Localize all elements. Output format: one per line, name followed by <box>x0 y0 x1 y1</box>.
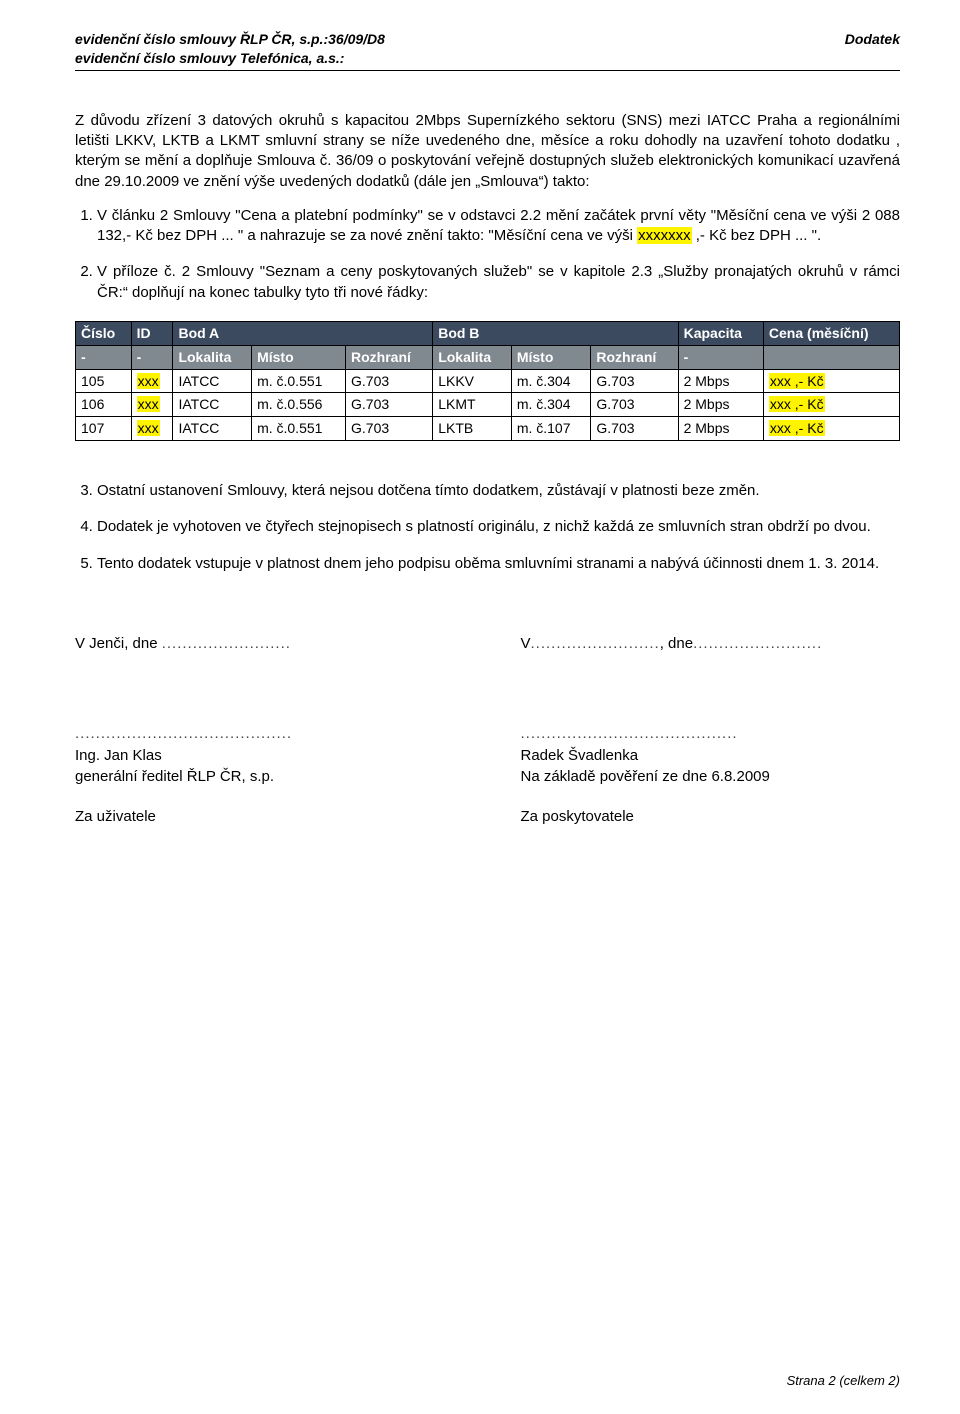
sig-left-name: Ing. Jan Klas <box>75 746 455 766</box>
cell-cislo: 105 <box>76 369 132 393</box>
sig-left-title: generální ředitel ŘLP ČR, s.p. <box>75 767 455 787</box>
th2-4: Rozhraní <box>346 345 433 369</box>
page: evidenční číslo smlouvy ŘLP ČR, s.p.:36/… <box>0 0 960 1414</box>
dots: ......................... <box>693 635 822 652</box>
numbered-list-bottom: Ostatní ustanovení Smlouvy, která nejsou… <box>75 481 900 574</box>
body: Z důvodu zřízení 3 datových okruhů s kap… <box>75 111 900 303</box>
table-header-row-2: - - Lokalita Místo Rozhraní Lokalita Mís… <box>76 345 900 369</box>
cell-cena: xxx ,- Kč <box>763 369 899 393</box>
list-item-4: Dodatek je vyhotoven ve čtyřech stejnopi… <box>97 517 900 537</box>
th2-1: - <box>131 345 173 369</box>
cell-cena: xxx ,- Kč <box>763 417 899 441</box>
cell-lokB: LKMT <box>433 393 512 417</box>
hl-cena: xxx ,- Kč <box>769 396 825 412</box>
intro-paragraph: Z důvodu zřízení 3 datových okruhů s kap… <box>75 111 900 192</box>
list-item-5: Tento dodatek vstupuje v platnost dnem j… <box>97 554 900 574</box>
signature-right: V........................., dne.........… <box>521 634 901 827</box>
th2-9 <box>763 345 899 369</box>
cell-kap: 2 Mbps <box>678 417 763 441</box>
table-row: 105 xxx IATCC m. č.0.551 G.703 LKKV m. č… <box>76 369 900 393</box>
cell-cislo: 106 <box>76 393 132 417</box>
th2-6: Místo <box>511 345 591 369</box>
cell-rozB: G.703 <box>591 369 678 393</box>
list-item-2: V příloze č. 2 Smlouvy "Seznam a ceny po… <box>97 262 900 303</box>
sig-left-role: Za uživatele <box>75 807 455 827</box>
cell-lokB: LKTB <box>433 417 512 441</box>
th2-7: Rozhraní <box>591 345 678 369</box>
cell-lokA: IATCC <box>173 417 252 441</box>
sig-left-place: V Jenči, dne ......................... <box>75 634 455 654</box>
hl-id: xxx <box>137 420 160 436</box>
th-bod-b: Bod B <box>433 321 678 345</box>
cell-rozA: G.703 <box>346 369 433 393</box>
numbered-list-top: V článku 2 Smlouvy "Cena a platební podm… <box>75 206 900 303</box>
cell-rozB: G.703 <box>591 417 678 441</box>
th-bod-a: Bod A <box>173 321 433 345</box>
dots: ......................... <box>162 635 291 652</box>
cell-lokA: IATCC <box>173 369 252 393</box>
sig-right-place: V........................., dne.........… <box>521 634 901 654</box>
list-item-1: V článku 2 Smlouvy "Cena a platební podm… <box>97 206 900 247</box>
th-cena: Cena (měsíční) <box>763 321 899 345</box>
hl-id: xxx <box>137 373 160 389</box>
cell-rozB: G.703 <box>591 393 678 417</box>
signature-block: V Jenči, dne ......................... .… <box>75 634 900 827</box>
table-row: 106 xxx IATCC m. č.0.556 G.703 LKMT m. č… <box>76 393 900 417</box>
sig-right-role: Za poskytovatele <box>521 807 901 827</box>
cell-rozA: G.703 <box>346 393 433 417</box>
sig-right-title: Na základě pověření ze dne 6.8.2009 <box>521 767 901 787</box>
dots: ......................... <box>531 635 660 652</box>
sig-right-name: Radek Švadlenka <box>521 746 901 766</box>
sig-right-line: ........................................… <box>521 724 901 744</box>
th2-8: - <box>678 345 763 369</box>
item1-text-b: ,- Kč bez DPH ... ". <box>692 227 822 244</box>
cell-mistoA: m. č.0.551 <box>252 417 346 441</box>
sig-left-line: ........................................… <box>75 724 455 744</box>
cell-mistoB: m. č.304 <box>511 369 591 393</box>
hl-id: xxx <box>137 396 160 412</box>
hl-cena: xxx ,- Kč <box>769 420 825 436</box>
cell-cena: xxx ,- Kč <box>763 393 899 417</box>
sig-right-mid: , dne <box>660 635 693 652</box>
header-line2: evidenční číslo smlouvy Telefónica, a.s.… <box>75 49 385 68</box>
cell-kap: 2 Mbps <box>678 393 763 417</box>
hl-cena: xxx ,- Kč <box>769 373 825 389</box>
th2-0: - <box>76 345 132 369</box>
cell-kap: 2 Mbps <box>678 369 763 393</box>
sig-right-prefix: V <box>521 635 531 652</box>
item1-hl: xxxxxxx <box>637 227 692 244</box>
th-kapacita: Kapacita <box>678 321 763 345</box>
cell-id: xxx <box>131 417 173 441</box>
th-id: ID <box>131 321 173 345</box>
cell-rozA: G.703 <box>346 417 433 441</box>
cell-mistoA: m. č.0.551 <box>252 369 346 393</box>
th-cislo: Číslo <box>76 321 132 345</box>
table-row: 107 xxx IATCC m. č.0.551 G.703 LKTB m. č… <box>76 417 900 441</box>
pricing-table: Číslo ID Bod A Bod B Kapacita Cena (měsí… <box>75 321 900 441</box>
page-footer: Strana 2 (celkem 2) <box>787 1372 900 1390</box>
header-right: Dodatek <box>845 30 900 49</box>
header-block: evidenční číslo smlouvy ŘLP ČR, s.p.:36/… <box>75 30 900 71</box>
th2-2: Lokalita <box>173 345 252 369</box>
cell-lokB: LKKV <box>433 369 512 393</box>
cell-id: xxx <box>131 393 173 417</box>
signature-left: V Jenči, dne ......................... .… <box>75 634 455 827</box>
header-line1: evidenční číslo smlouvy ŘLP ČR, s.p.:36/… <box>75 30 385 49</box>
list-item-3: Ostatní ustanovení Smlouvy, která nejsou… <box>97 481 900 501</box>
header-left: evidenční číslo smlouvy ŘLP ČR, s.p.:36/… <box>75 30 385 68</box>
cell-mistoB: m. č.304 <box>511 393 591 417</box>
cell-mistoA: m. č.0.556 <box>252 393 346 417</box>
cell-mistoB: m. č.107 <box>511 417 591 441</box>
th2-3: Místo <box>252 345 346 369</box>
cell-id: xxx <box>131 369 173 393</box>
cell-cislo: 107 <box>76 417 132 441</box>
cell-lokA: IATCC <box>173 393 252 417</box>
table-header-row-1: Číslo ID Bod A Bod B Kapacita Cena (měsí… <box>76 321 900 345</box>
sig-left-prefix: V Jenči, dne <box>75 635 162 652</box>
th2-5: Lokalita <box>433 345 512 369</box>
